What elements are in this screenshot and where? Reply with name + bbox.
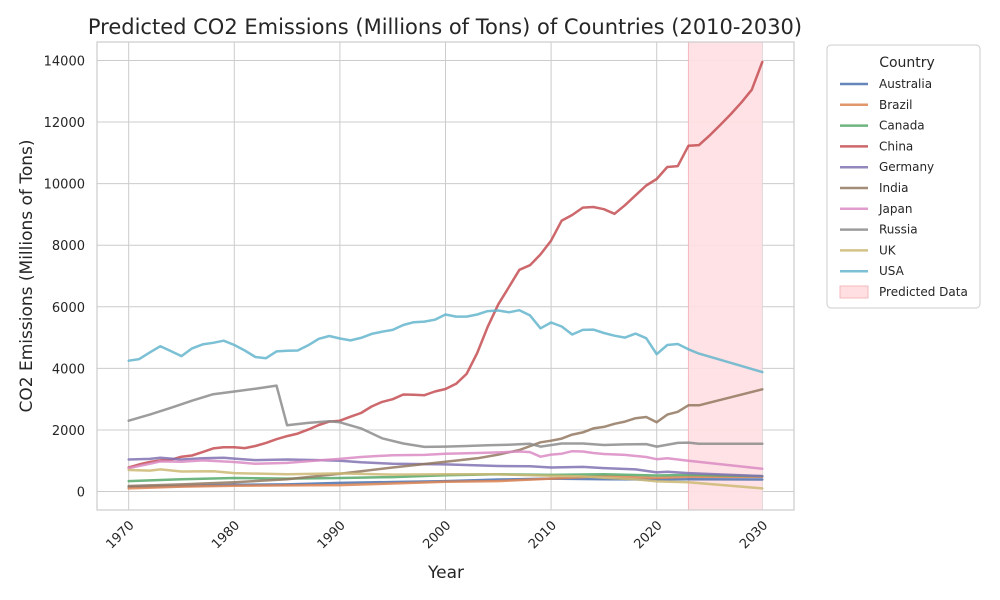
series-line-japan — [127, 449, 764, 470]
series-line-china — [127, 60, 764, 469]
x-tick-label: 2030 — [737, 518, 771, 552]
series-line-brazil — [127, 474, 764, 490]
series-line-russia — [127, 384, 764, 449]
legend-label-canada: Canada — [879, 119, 925, 133]
x-tick-label: 2010 — [526, 518, 560, 552]
series-line-uk — [127, 468, 764, 490]
x-tick-label: 1980 — [209, 518, 243, 552]
legend-label-germany: Germany — [879, 160, 934, 174]
legend-title: Country — [879, 55, 935, 71]
x-tick-label: 2000 — [420, 518, 454, 552]
y-tick-label: 4000 — [52, 362, 85, 377]
legend-label-predicted: Predicted Data — [879, 285, 968, 299]
legend-swatch-predicted — [839, 285, 869, 299]
x-tick-label: 2020 — [632, 518, 666, 552]
y-tick-label: 8000 — [52, 239, 85, 254]
legend-label-china: China — [879, 139, 913, 153]
y-tick-label: 0 — [77, 486, 85, 501]
legend: Country Australia Brazil Canada China German… — [826, 44, 981, 309]
legend-label-india: India — [879, 181, 908, 195]
legend-label-usa: USA — [879, 264, 905, 278]
x-tick-label: 1970 — [104, 518, 138, 552]
y-axis-title: CO2 Emissions (Millions of Tons) — [17, 140, 37, 413]
predicted-region — [688, 42, 763, 510]
legend-frame — [826, 44, 981, 309]
y-tick-label: 14000 — [44, 54, 85, 69]
plot-frame — [96, 41, 795, 511]
legend-label-uk: UK — [879, 243, 897, 257]
legend-label-russia: Russia — [879, 223, 918, 237]
x-tick-label: 1990 — [315, 518, 349, 552]
series-line-usa — [127, 308, 764, 374]
x-axis-title: Year — [427, 563, 464, 583]
series-line-germany — [127, 456, 764, 478]
legend-label-japan: Japan — [878, 202, 912, 216]
y-tick-label: 2000 — [52, 424, 85, 439]
legend-label-australia: Australia — [879, 77, 932, 91]
y-tick-label: 10000 — [44, 178, 85, 193]
chart-title: Predicted CO2 Emissions (Millions of Ton… — [88, 15, 802, 39]
y-tick-label: 12000 — [44, 116, 85, 131]
y-tick-label: 6000 — [52, 301, 85, 316]
legend-label-brazil: Brazil — [879, 98, 913, 112]
series-line-india — [127, 388, 764, 488]
